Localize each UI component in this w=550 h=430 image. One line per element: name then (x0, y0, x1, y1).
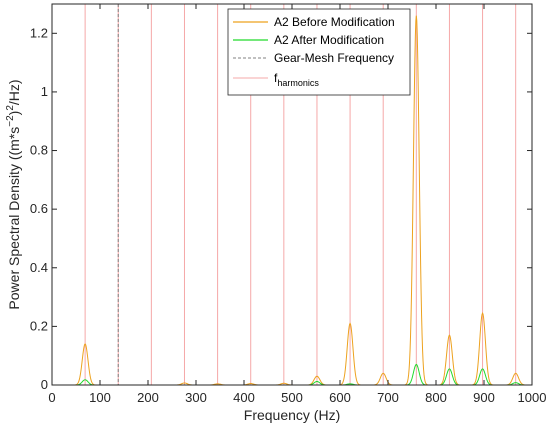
y-tick-label-3: 0.6 (30, 201, 48, 216)
x-tick-label-9: 900 (473, 390, 495, 405)
y-tick-label-0: 0 (41, 377, 48, 392)
y-axis-label-sup1: −2 (5, 115, 16, 127)
x-tick-label-6: 600 (329, 390, 351, 405)
legend-label-harmonics-main: f (274, 71, 278, 85)
x-tick-label-8: 800 (425, 390, 447, 405)
y-tick-label-2: 0.4 (30, 260, 48, 275)
y-axis-label-sup2: 2 (5, 105, 16, 111)
y-axis-label: Power Spectral Density ((m*s−2)2/Hz) (5, 79, 22, 309)
x-tick-label-3: 300 (185, 390, 207, 405)
x-tick-label-2: 200 (137, 390, 159, 405)
x-tick-label-1: 100 (89, 390, 111, 405)
y-axis-label-mid: ) (6, 111, 22, 116)
legend: A2 Before Modification A2 After Modifica… (227, 8, 411, 96)
x-axis-label: Frequency (Hz) (244, 407, 340, 423)
y-tick-label-1: 0.2 (30, 318, 48, 333)
y-axis-ticks: 0 0.2 0.4 0.6 0.8 1 1.2 (30, 25, 532, 392)
x-tick-label-7: 700 (377, 390, 399, 405)
y-tick-label-5: 1 (41, 84, 48, 99)
x-tick-label-5: 500 (281, 390, 303, 405)
y-tick-label-6: 1.2 (30, 25, 48, 40)
y-axis-label-end: /Hz) (6, 79, 22, 105)
x-tick-label-4: 400 (233, 390, 255, 405)
legend-box (227, 8, 411, 96)
legend-label-harmonics-sub: harmonics (277, 78, 319, 88)
legend-label-after: A2 After Modification (274, 33, 384, 47)
x-axis-ticks: 0 100 200 300 400 500 600 700 800 900 1000 (48, 4, 546, 405)
x-tick-label-0: 0 (48, 390, 55, 405)
y-axis-label-main: Power Spectral Density ((m*s (6, 127, 22, 310)
x-tick-label-10: 1000 (518, 390, 547, 405)
y-tick-label-4: 0.8 (30, 143, 48, 158)
legend-label-gear-mesh: Gear-Mesh Frequency (274, 51, 394, 65)
legend-label-harmonics: fharmonics (274, 71, 319, 88)
legend-label-before: A2 Before Modification (274, 15, 395, 29)
